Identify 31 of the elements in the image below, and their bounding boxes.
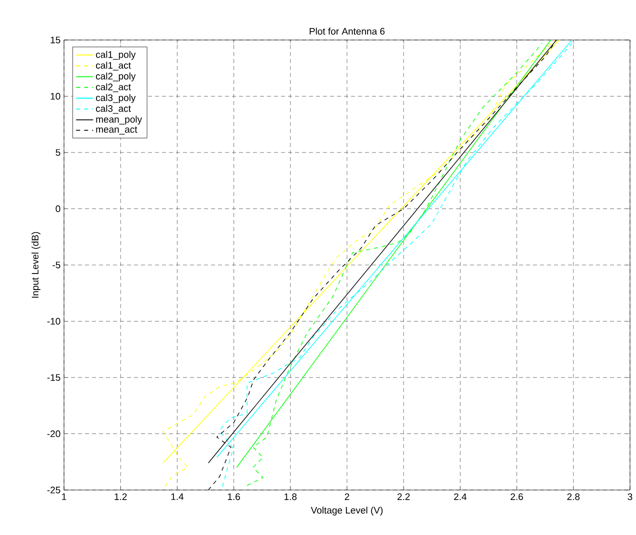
legend-label: mean_poly — [96, 116, 142, 125]
legend-label: cal3_poly — [96, 94, 136, 103]
x-tick-label: 2.6 — [510, 493, 523, 500]
x-tick-label: 1.2 — [114, 493, 127, 500]
x-axis-title: Voltage Level (V) — [310, 506, 383, 516]
x-tick-label: 2.8 — [567, 493, 580, 500]
y-tick-label: -25 — [47, 486, 60, 494]
y-tick-label: 5 — [56, 149, 60, 156]
x-tick-label: 1.8 — [284, 493, 297, 500]
y-tick-label: 0 — [56, 205, 60, 212]
legend-label: cal2_poly — [96, 72, 136, 82]
x-tick-label: 2 — [344, 493, 350, 500]
legend-label: cal1_poly — [96, 50, 136, 60]
y-tick-label: 10 — [50, 92, 60, 100]
y-axis-title: Input Level (dB) — [32, 232, 40, 298]
x-tick-label: 3 — [628, 493, 632, 500]
x-tick-label: 2.4 — [454, 493, 467, 500]
y-tick-label: -5 — [52, 262, 60, 268]
y-tick-label: -10 — [47, 318, 60, 325]
x-tick-label: 1.6 — [228, 493, 240, 500]
x-tick-label: 2.2 — [397, 493, 410, 500]
y-tick-label: -15 — [47, 374, 60, 381]
x-tick-label: 1.4 — [171, 493, 184, 500]
y-tick-label: 15 — [50, 36, 60, 44]
x-tick-label: 1 — [62, 493, 66, 500]
legend-label: mean_act — [96, 126, 138, 135]
chart-title: Plot for Antenna 6 — [310, 28, 385, 35]
legend-label: cal2_act — [96, 83, 131, 92]
y-tick-label: -20 — [47, 430, 60, 438]
legend-label: cal1_act — [96, 62, 131, 70]
legend-label: cal3_act — [96, 104, 131, 114]
